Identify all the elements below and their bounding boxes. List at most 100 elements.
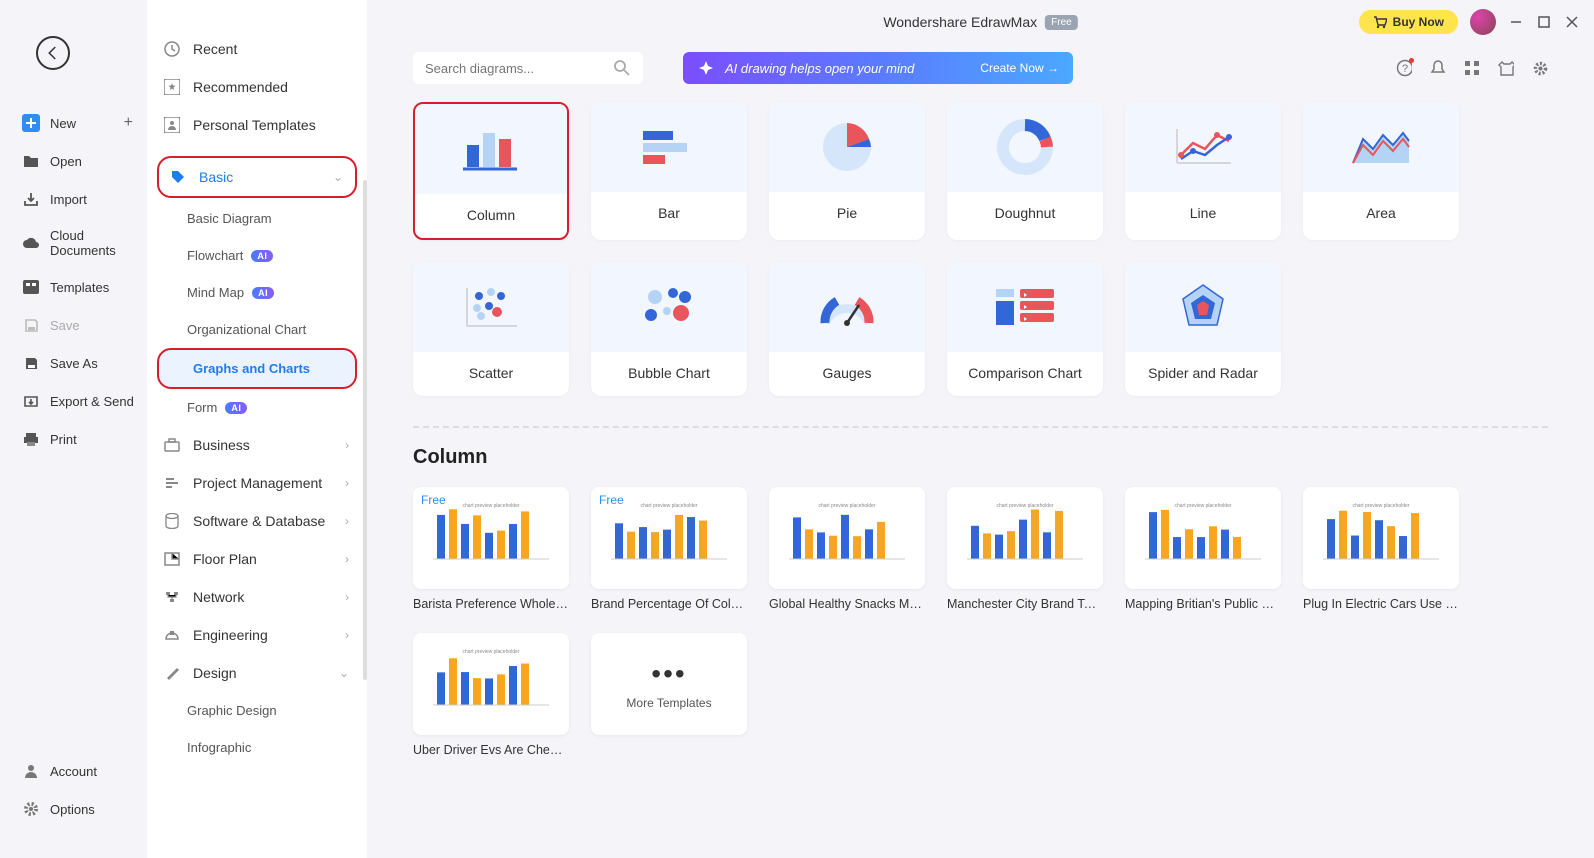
tshirt-icon[interactable] [1498,60,1514,76]
nav-export[interactable]: Export & Send [0,382,147,420]
chart-type-column[interactable]: Column [413,102,569,240]
cat-project-mgmt[interactable]: Project Management› [153,464,361,502]
chart-type-radar[interactable]: Spider and Radar [1125,262,1281,396]
clock-icon [163,40,181,58]
nav-options[interactable]: Options [0,790,147,828]
gear-icon [22,800,40,818]
free-badge: Free [1045,15,1078,30]
chart-type-scatter[interactable]: Scatter [413,262,569,396]
cat-network[interactable]: Network › [153,578,361,616]
section-title: Column [413,446,1548,469]
template-card[interactable]: chart preview placeholderManchester City… [947,487,1103,611]
nav-label: Cloud Documents [50,228,147,258]
chart-type-pie[interactable]: Pie [769,102,925,240]
print-icon [22,430,40,448]
cat-engineering[interactable]: Engineering› [153,616,361,654]
nav-templates[interactable]: Templates [0,268,147,306]
help-icon[interactable]: ? [1396,60,1412,76]
ai-banner-text: AI drawing helps open your mind [725,61,914,76]
chart-type-label: Spider and Radar [1148,352,1258,396]
nav-open[interactable]: Open [0,142,147,180]
chart-type-line[interactable]: Line [1125,102,1281,240]
nav-import[interactable]: Import [0,180,147,218]
cat-label: Network [193,589,244,605]
chevron-right-icon: › [345,628,349,642]
cat-recent[interactable]: Recent [153,30,361,68]
sub-infographic[interactable]: Infographic [153,729,361,766]
buy-now-button[interactable]: Buy Now [1359,10,1458,34]
bell-icon[interactable] [1430,60,1446,76]
gantt-icon [163,474,181,492]
cat-personal-templates[interactable]: Personal Templates [153,106,361,144]
chevron-right-icon: › [345,514,349,528]
chart-type-label: Doughnut [995,192,1056,236]
account-icon [22,762,40,780]
more-templates-card[interactable]: •••More Templates [591,633,747,757]
template-card[interactable]: Freechart preview placeholderBrand Perce… [591,487,747,611]
search-box[interactable] [413,52,643,84]
gauge-icon [769,262,925,352]
buy-now-label: Buy Now [1393,15,1444,29]
grid-icon[interactable] [1464,60,1480,76]
category-panel: Recent Recommended Personal Templates Ba… [147,0,367,858]
avatar[interactable] [1470,9,1496,35]
chart-type-gauge[interactable]: Gauges [769,262,925,396]
sub-label: Mind Map [187,285,244,300]
bar-icon [591,102,747,192]
settings-icon[interactable] [1532,60,1548,76]
chevron-right-icon: › [345,590,349,604]
ai-badge: AI [252,287,274,299]
bubble-icon [591,262,747,352]
template-card[interactable]: chart preview placeholderPlug In Electri… [1303,487,1459,611]
chart-type-comparison[interactable]: Comparison Chart [947,262,1103,396]
chart-type-doughnut[interactable]: Doughnut [947,102,1103,240]
back-button[interactable] [36,36,70,70]
chart-type-area[interactable]: Area [1303,102,1459,240]
nav-save[interactable]: Save [0,306,147,344]
chart-type-bubble[interactable]: Bubble Chart [591,262,747,396]
sub-flowchart[interactable]: FlowchartAI [153,237,361,274]
cat-design[interactable]: Design⌄ [153,654,361,692]
nav-print[interactable]: Print [0,420,147,458]
cat-recommended[interactable]: Recommended [153,68,361,106]
cart-icon [1373,16,1387,29]
chart-type-label: Comparison Chart [968,352,1082,396]
nav-new[interactable]: New + [0,104,147,142]
minimize-button[interactable] [1508,14,1524,30]
save-icon [22,316,40,334]
cat-software-db[interactable]: Software & Database› [153,502,361,540]
doughnut-icon [947,102,1103,192]
ai-banner[interactable]: AI drawing helps open your mind Create N… [683,52,1073,84]
nav-cloud[interactable]: Cloud Documents [0,218,147,268]
cat-floor-plan[interactable]: Floor Plan› [153,540,361,578]
chart-type-bar[interactable]: Bar [591,102,747,240]
sub-form[interactable]: FormAI [153,389,361,426]
cat-business[interactable]: Business› [153,426,361,464]
nav-save-as[interactable]: Save As [0,344,147,382]
sub-basic-diagram[interactable]: Basic Diagram [153,200,361,237]
sub-graphs-charts[interactable]: Graphs and Charts [157,348,357,389]
template-card[interactable]: chart preview placeholderUber Driver Evs… [413,633,569,757]
cat-basic[interactable]: Basic ⌄ [157,156,357,198]
template-label: Plug In Electric Cars Use In … [1303,597,1459,611]
maximize-button[interactable] [1536,14,1552,30]
svg-text:chart preview placeholder: chart preview placeholder [819,503,876,509]
free-tag: Free [421,493,446,507]
close-button[interactable] [1564,14,1580,30]
template-card[interactable]: Freechart preview placeholderBarista Pre… [413,487,569,611]
column-icon [415,104,567,194]
svg-text:chart preview placeholder: chart preview placeholder [641,503,698,509]
briefcase-icon [163,436,181,454]
template-card[interactable]: chart preview placeholderMapping Britian… [1125,487,1281,611]
chevron-down-icon: ⌄ [333,170,343,184]
template-card[interactable]: chart preview placeholderGlobal Healthy … [769,487,925,611]
sub-graphic-design[interactable]: Graphic Design [153,692,361,729]
chart-type-label: Line [1190,192,1216,236]
sub-label: Basic Diagram [187,211,272,226]
search-input[interactable] [425,61,613,76]
sub-mindmap[interactable]: Mind Map AI [153,274,361,311]
chart-type-label: Gauges [822,352,871,396]
template-label: Brand Percentage Of Cola … [591,597,747,611]
sub-org-chart[interactable]: Organizational Chart [153,311,361,348]
nav-account[interactable]: Account [0,752,147,790]
